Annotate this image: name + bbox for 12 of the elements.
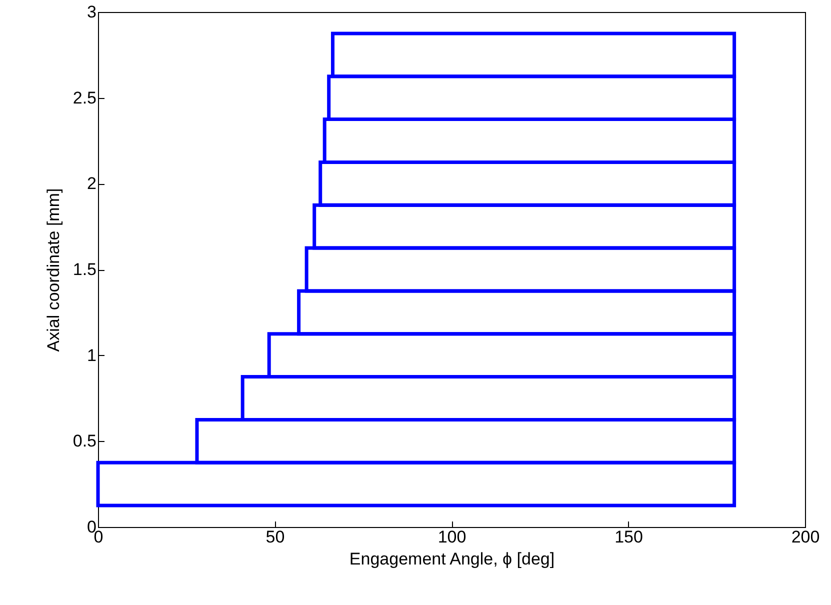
y-tick-label: 3: [87, 2, 96, 22]
x-tick-label: 50: [266, 528, 285, 546]
x-tick-label: 200: [791, 528, 820, 546]
x-axis-title: Engagement Angle, ϕ [deg]: [349, 550, 555, 568]
x-tick-label: 100: [438, 528, 466, 546]
y-tick-label: 2.5: [72, 88, 96, 108]
x-tick-label: 150: [614, 528, 643, 546]
y-axis-title: Axial coordinate [mm]: [44, 188, 63, 352]
y-tick-label: 0.5: [72, 432, 96, 451]
y-tick-label: 1: [87, 346, 96, 365]
y-tick-label: 2: [87, 174, 96, 194]
y-tick-label: 1.5: [72, 260, 96, 279]
